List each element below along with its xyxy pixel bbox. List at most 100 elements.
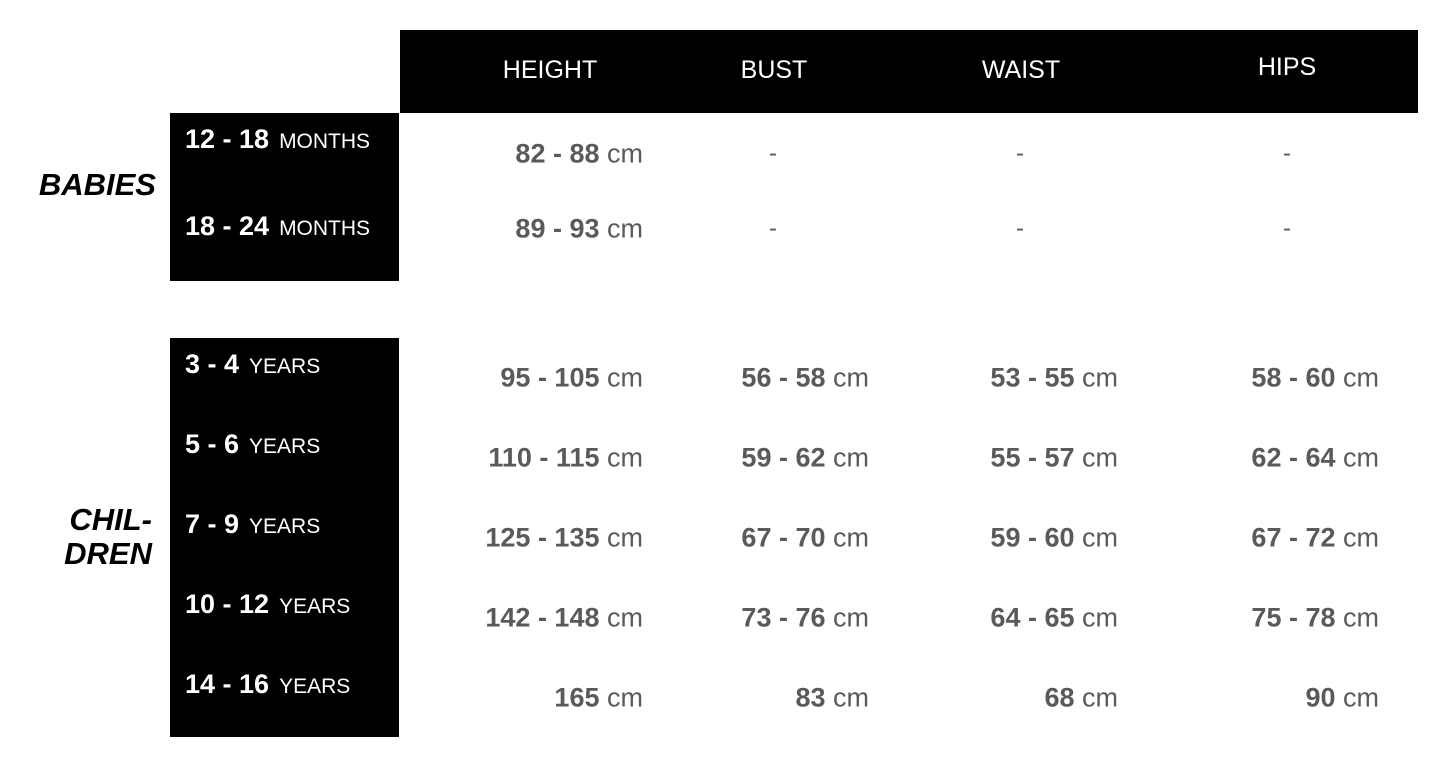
measurement-unit: cm bbox=[1082, 602, 1118, 633]
measurement-unit: cm bbox=[833, 442, 869, 473]
measurement-bust: 56 - 58 cm bbox=[741, 363, 869, 394]
size-unit: YEARS bbox=[249, 355, 321, 378]
measurement-unit: cm bbox=[607, 362, 643, 393]
measurement-value: 59 - 60 bbox=[990, 522, 1075, 553]
measurement-value: 83 bbox=[795, 682, 826, 713]
size-label: 12 - 18 MONTHS bbox=[185, 124, 370, 155]
measurement-value: 73 - 76 bbox=[741, 602, 826, 633]
measurement-hips: 58 - 60 cm bbox=[1251, 363, 1379, 394]
measurement-unit: cm bbox=[1343, 442, 1379, 473]
measurement-unit: cm bbox=[1343, 682, 1379, 713]
measurement-height: 89 - 93 cm bbox=[515, 214, 643, 245]
measurement-bust: - bbox=[769, 215, 777, 242]
measurement-bust: 73 - 76 cm bbox=[741, 603, 869, 634]
measurement-unit: cm bbox=[1343, 602, 1379, 633]
measurement-bust: - bbox=[769, 140, 777, 167]
measurement-unit: cm bbox=[1343, 362, 1379, 393]
measurement-waist: 59 - 60 cm bbox=[990, 523, 1118, 554]
children-label-box bbox=[170, 338, 399, 737]
size-range: 3 - 4 bbox=[185, 349, 240, 379]
measurement-unit: cm bbox=[607, 442, 643, 473]
measurement-unit: cm bbox=[833, 522, 869, 553]
measurement-unit: cm bbox=[1082, 682, 1118, 713]
measurement-unit: cm bbox=[833, 682, 869, 713]
measurement-unit: cm bbox=[1082, 522, 1118, 553]
measurement-waist: 53 - 55 cm bbox=[990, 363, 1118, 394]
measurement-unit: cm bbox=[607, 682, 643, 713]
measurement-value: 82 - 88 bbox=[515, 138, 600, 169]
measurement-value: 125 - 135 bbox=[485, 522, 600, 553]
measurement-unit: cm bbox=[833, 602, 869, 633]
size-unit: YEARS bbox=[279, 595, 351, 618]
measurement-value: 95 - 105 bbox=[500, 362, 600, 393]
size-range: 18 - 24 bbox=[185, 211, 270, 241]
measurement-unit: cm bbox=[833, 362, 869, 393]
size-range: 7 - 9 bbox=[185, 509, 240, 539]
measurement-bust: 59 - 62 cm bbox=[741, 443, 869, 474]
measurement-value: 90 bbox=[1305, 682, 1336, 713]
measurement-value: 89 - 93 bbox=[515, 213, 600, 244]
measurement-value: 67 - 72 bbox=[1251, 522, 1336, 553]
measurement-unit: cm bbox=[607, 602, 643, 633]
size-range: 5 - 6 bbox=[185, 429, 240, 459]
measurement-value: 59 - 62 bbox=[741, 442, 826, 473]
size-label: 3 - 4 YEARS bbox=[185, 349, 320, 380]
measurement-hips: - bbox=[1283, 215, 1291, 242]
measurement-bust: 83 cm bbox=[795, 683, 869, 714]
measurement-height: 165 cm bbox=[554, 683, 643, 714]
size-unit: MONTHS bbox=[279, 217, 371, 240]
measurement-unit: cm bbox=[607, 522, 643, 553]
measurement-hips: 62 - 64 cm bbox=[1251, 443, 1379, 474]
measurement-height: 95 - 105 cm bbox=[500, 363, 643, 394]
header-waist: WAIST bbox=[981, 56, 1061, 84]
measurement-value: 55 - 57 bbox=[990, 442, 1075, 473]
measurement-height: 142 - 148 cm bbox=[485, 603, 643, 634]
measurement-height: 110 - 115 cm bbox=[488, 443, 643, 474]
measurement-height: 125 - 135 cm bbox=[485, 523, 643, 554]
measurement-waist: - bbox=[1016, 215, 1024, 242]
measurement-value: 68 bbox=[1044, 682, 1075, 713]
measurement-unit: cm bbox=[607, 138, 643, 169]
measurement-value: 75 - 78 bbox=[1251, 602, 1336, 633]
size-range: 12 - 18 bbox=[185, 124, 270, 154]
measurement-unit: cm bbox=[1082, 362, 1118, 393]
measurement-value: 58 - 60 bbox=[1251, 362, 1336, 393]
size-label: 7 - 9 YEARS bbox=[185, 509, 320, 540]
measurement-value: 110 - 115 bbox=[488, 442, 600, 473]
measurement-waist: - bbox=[1016, 140, 1024, 167]
measurement-value: 67 - 70 bbox=[741, 522, 826, 553]
size-label: 10 - 12 YEARS bbox=[185, 589, 350, 620]
header-hips: HIPS bbox=[1257, 53, 1317, 81]
header-bar: HEIGHT BUST WAIST HIPS bbox=[400, 30, 1418, 113]
size-unit: YEARS bbox=[249, 515, 321, 538]
header-bust: BUST bbox=[740, 56, 808, 84]
measurement-hips: 90 cm bbox=[1305, 683, 1379, 714]
measurement-unit: cm bbox=[607, 213, 643, 244]
measurement-waist: 55 - 57 cm bbox=[990, 443, 1118, 474]
measurement-value: 56 - 58 bbox=[741, 362, 826, 393]
measurement-hips: 67 - 72 cm bbox=[1251, 523, 1379, 554]
header-height: HEIGHT bbox=[502, 56, 598, 84]
measurement-value: 142 - 148 bbox=[485, 602, 600, 633]
section-title-children: CHIL- DREN bbox=[64, 502, 152, 571]
measurement-bust: 67 - 70 cm bbox=[741, 523, 869, 554]
measurement-waist: 68 cm bbox=[1044, 683, 1118, 714]
measurement-height: 82 - 88 cm bbox=[515, 139, 643, 170]
size-range: 14 - 16 bbox=[185, 669, 270, 699]
measurement-hips: 75 - 78 cm bbox=[1251, 603, 1379, 634]
measurement-hips: - bbox=[1283, 140, 1291, 167]
section-title-babies: BABIES bbox=[38, 167, 156, 202]
size-unit: YEARS bbox=[279, 675, 351, 698]
measurement-waist: 64 - 65 cm bbox=[990, 603, 1118, 634]
measurement-unit: cm bbox=[1343, 522, 1379, 553]
measurement-value: 62 - 64 bbox=[1251, 442, 1336, 473]
size-unit: YEARS bbox=[249, 435, 321, 458]
measurement-value: 64 - 65 bbox=[990, 602, 1075, 633]
size-label: 5 - 6 YEARS bbox=[185, 429, 320, 460]
size-unit: MONTHS bbox=[279, 130, 371, 153]
measurement-value: 53 - 55 bbox=[990, 362, 1075, 393]
size-label: 14 - 16 YEARS bbox=[185, 669, 350, 700]
measurement-unit: cm bbox=[1082, 442, 1118, 473]
measurement-value: 165 bbox=[554, 682, 600, 713]
size-range: 10 - 12 bbox=[185, 589, 270, 619]
